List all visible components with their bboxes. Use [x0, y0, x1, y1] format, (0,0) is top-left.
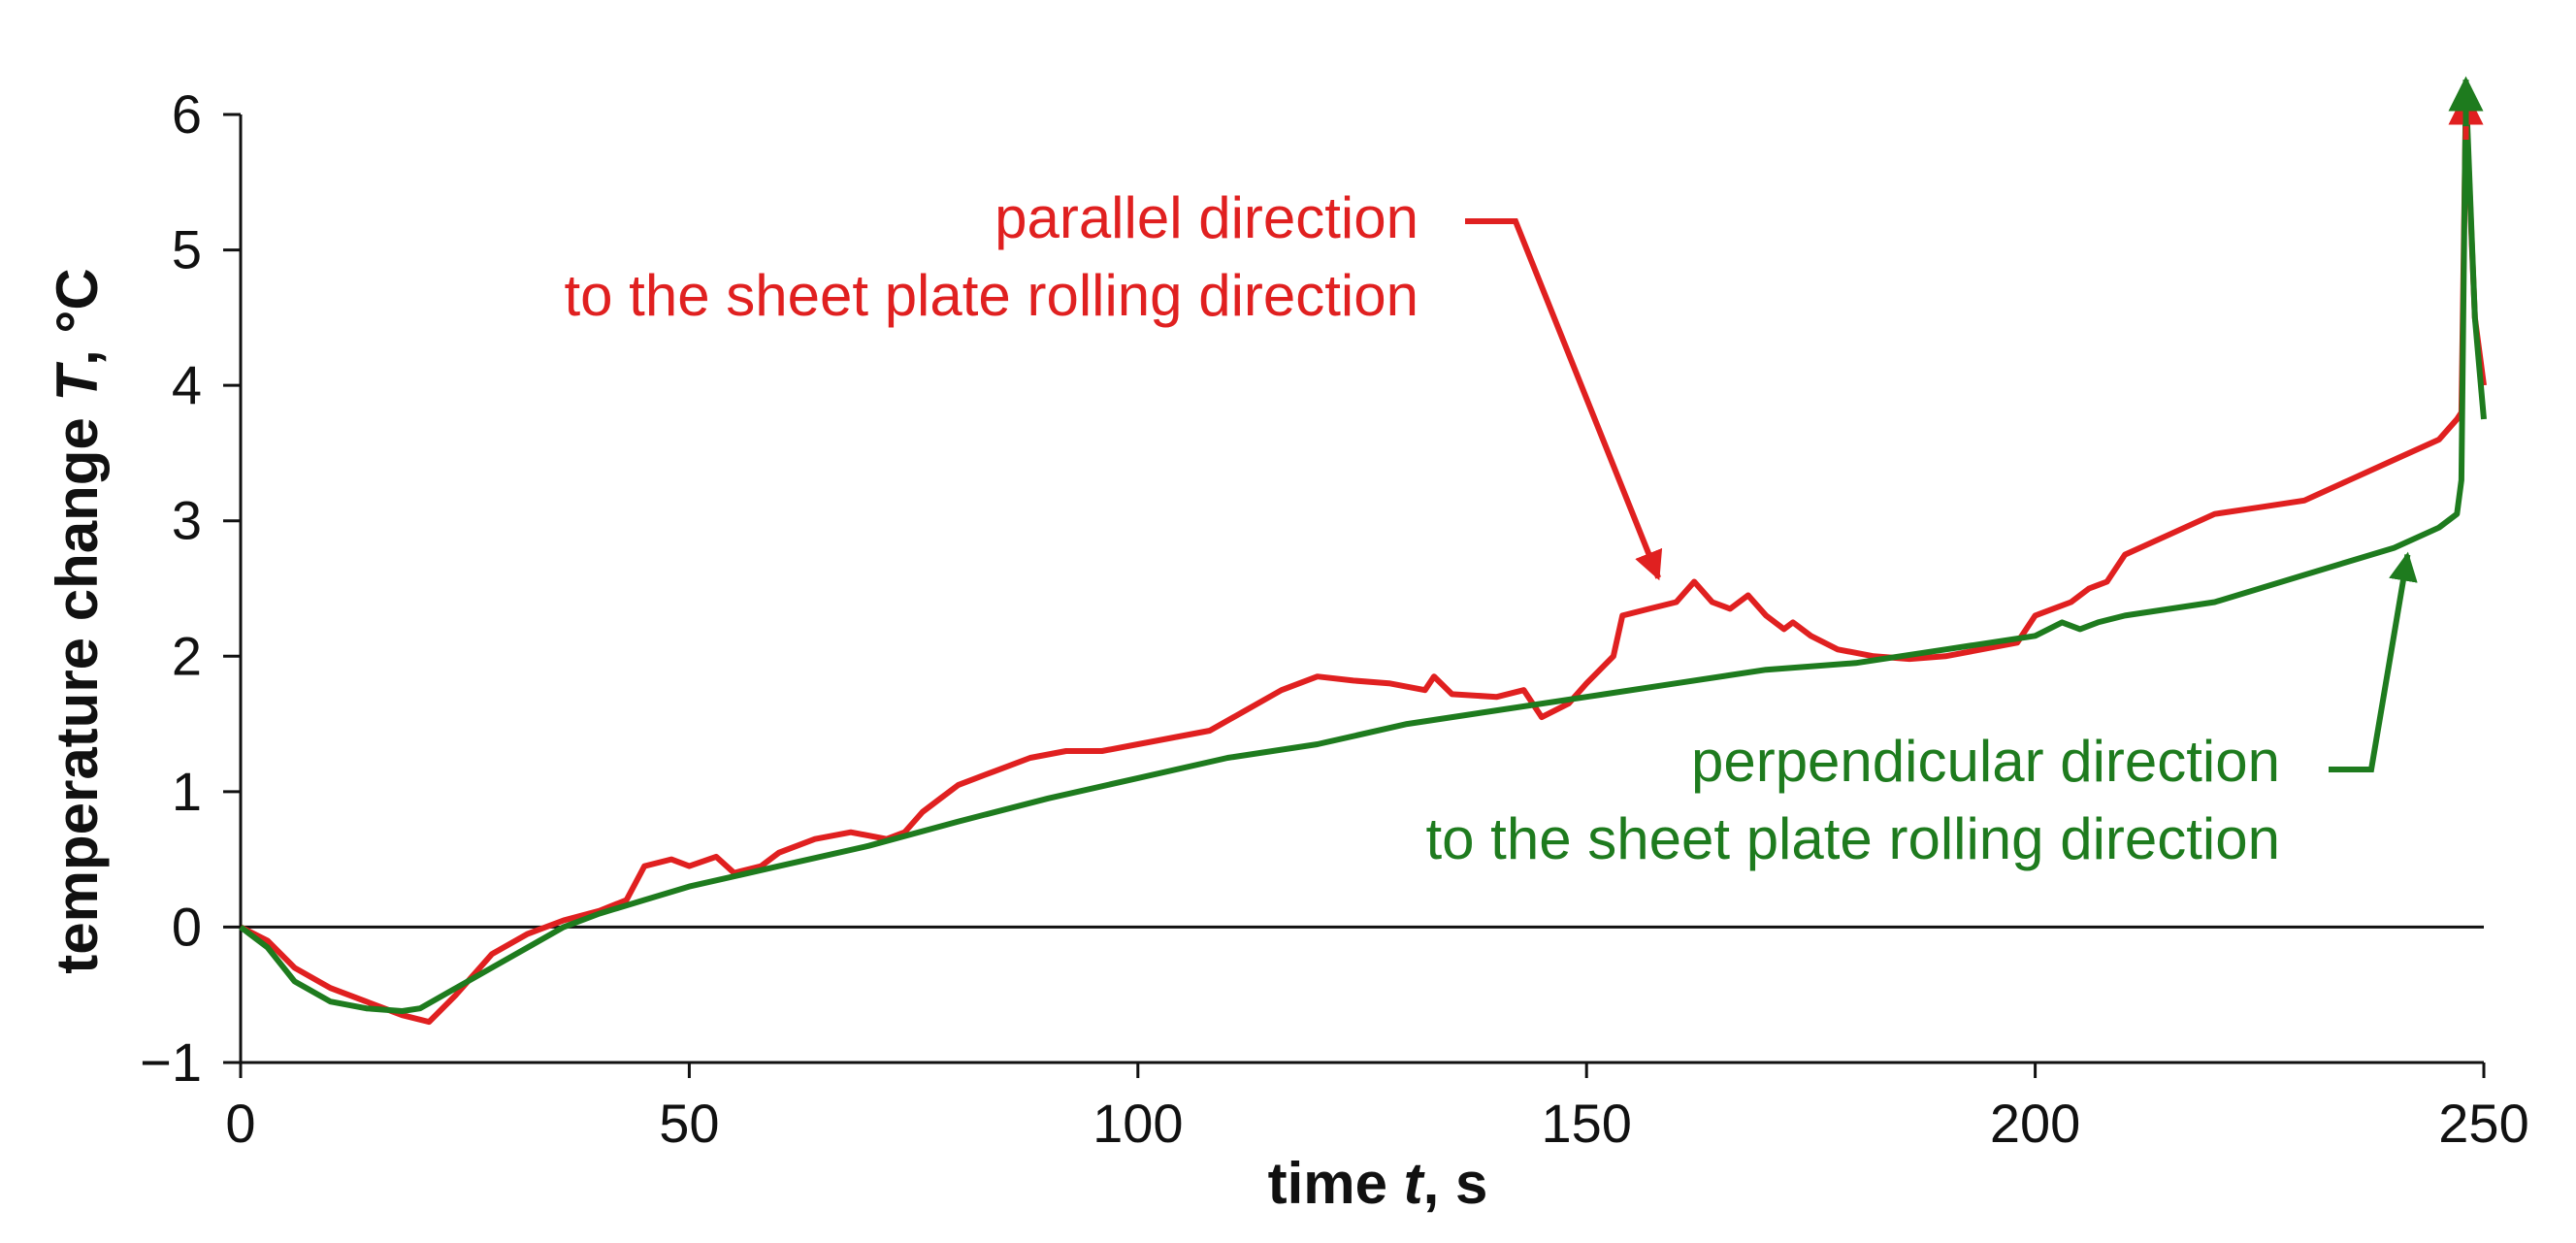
annotation-perpendicular-line2: to the sheet plate rolling direction [1425, 806, 2280, 871]
x-tick-label: 200 [1990, 1093, 2080, 1154]
y-tick-label: 5 [172, 219, 202, 280]
y-axis-title-prefix: temperature change [45, 402, 110, 974]
annotation-parallel-line2: to the sheet plate rolling direction [564, 263, 1418, 328]
y-tick-label: 1 [172, 761, 202, 822]
y-axis-title-var: T [45, 362, 110, 402]
annotation-perpendicular-arrow [2329, 551, 2418, 772]
annotation-parallel-line1: parallel direction [995, 185, 1418, 250]
series-group [239, 76, 2487, 1026]
annotation-perpendicular: perpendicular direction to the sheet pla… [1425, 551, 2418, 871]
y-axis-title-suffix: , °C [45, 268, 110, 366]
annotation-parallel: parallel direction to the sheet plate ro… [564, 185, 1663, 581]
x-tick-label: 100 [1092, 1093, 1183, 1154]
series-perpendicular-line [239, 84, 2487, 1014]
annotation-perpendicular-line1: perpendicular direction [1691, 729, 2280, 794]
y-axis-title: temperature change T, °C [45, 268, 110, 974]
x-tick-label: 250 [2438, 1093, 2528, 1154]
x-tick-label: 50 [659, 1093, 719, 1154]
y-tick-label: 4 [172, 354, 202, 415]
annotation-parallel-arrow [1465, 218, 1663, 581]
x-axis-title: time t, s [1268, 1151, 1488, 1216]
y-tick-label: 0 [172, 896, 202, 957]
x-tick-label: 0 [225, 1093, 255, 1154]
series-parallel-line [239, 98, 2487, 1026]
x-axis-title-prefix: time [1268, 1151, 1404, 1216]
y-tick-label: 6 [172, 83, 202, 145]
y-ticks: −1 0 1 2 3 4 5 6 [140, 83, 241, 1093]
y-tick-label: −1 [140, 1031, 202, 1093]
y-tick-label: 2 [172, 625, 202, 686]
x-axis-title-suffix: , s [1423, 1151, 1488, 1216]
y-tick-label: 3 [172, 490, 202, 551]
x-axis-title-var: t [1404, 1151, 1426, 1216]
x-tick-label: 150 [1541, 1093, 1631, 1154]
x-ticks: 0 50 100 150 200 250 [225, 1063, 2529, 1154]
